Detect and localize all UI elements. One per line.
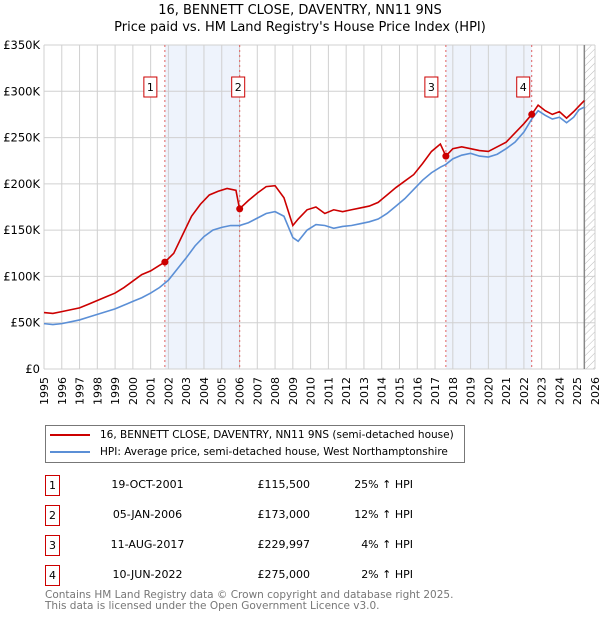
x-tick-label: 2005 [216,377,229,405]
x-tick-label: 2009 [287,377,300,405]
sale-point [161,258,169,266]
sale-marker: 2 [45,505,60,526]
x-tick-label: 2014 [376,377,389,405]
legend-item-property: 16, BENNETT CLOSE, DAVENTRY, NN11 9NS (s… [50,427,454,443]
x-tick-label: 2008 [269,377,282,405]
x-tick-label: 1995 [38,377,51,405]
property-line [43,99,585,315]
sale-date: 11-AUG-2017 [110,538,185,551]
legend-swatch-red [50,434,90,436]
sale-marker: 3 [45,535,60,556]
chart-subtitle: Price paid vs. HM Land Registry's House … [114,20,486,35]
sale-marker: 1 [45,475,60,496]
x-tick-label: 2012 [340,377,353,405]
sale-row: 1 19-OCT-2001 £115,500 25% ↑ HPI [45,475,445,496]
x-tick-label: 2026 [589,377,600,405]
x-tick-label: 1998 [91,377,104,405]
sale-point [236,205,244,213]
legend-swatch-blue [50,451,90,453]
sale-hpi-diff: 2% ↑ HPI [361,568,413,581]
x-tick-label: 2021 [500,377,513,405]
sale-marker-label: 3 [428,81,435,94]
y-tick-label: £150K [3,223,40,237]
price-chart: 1995 1996 1997 1998 1999 2000 2001 2002 2003 2004… [3,38,600,405]
x-tick-label: 2006 [234,377,247,405]
legend-label: 16, BENNETT CLOSE, DAVENTRY, NN11 9NS (s… [100,429,454,441]
x-tick-label: 1999 [109,377,122,405]
chart-title: 16, BENNETT CLOSE, DAVENTRY, NN11 9NS [158,3,442,18]
y-tick-label: £350K [3,38,40,52]
legend-label: HPI: Average price, semi-detached house,… [100,446,448,458]
sale-point [528,110,536,118]
sale-date: 10-JUN-2022 [112,568,183,581]
sale-date: 19-OCT-2001 [111,478,184,491]
sale-row: 4 10-JUN-2022 £275,000 2% ↑ HPI [45,565,445,586]
y-tick-label: £50K [11,316,41,330]
footer: Contains HM Land Registry data © Crown c… [45,590,453,612]
sale-marker-label: 2 [235,81,242,94]
x-tick-label: 2022 [518,377,531,405]
footer-line: This data is licensed under the Open Gov… [45,600,380,612]
sale-row: 2 05-JAN-2006 £173,000 12% ↑ HPI [45,505,445,526]
x-tick-label: 2007 [251,377,264,405]
legend: 16, BENNETT CLOSE, DAVENTRY, NN11 9NS (s… [45,425,465,463]
forecast-hatch [584,45,595,369]
legend-item-hpi: HPI: Average price, semi-detached house,… [50,444,448,460]
shaded-range [164,45,240,369]
sale-price: £115,500 [257,478,311,491]
x-tick-label: 2011 [322,377,335,405]
x-tick-label: 2001 [145,377,158,405]
sale-marker-box [231,76,246,98]
x-tick-label: 2023 [536,377,549,405]
x-tick-label: 2000 [127,377,140,405]
sale-price: £275,000 [257,568,311,581]
x-tick-label: 2020 [482,377,495,405]
sale-marker-box [516,76,531,98]
y-tick-label: £250K [3,131,40,145]
x-tick-label: 2015 [393,377,406,405]
x-tick-label: 1996 [56,377,69,405]
x-tick-label: 2025 [571,377,584,405]
sale-hpi-diff: 25% ↑ HPI [354,478,413,491]
sale-price: £173,000 [257,508,311,521]
y-tick-label: £0 [25,362,40,376]
sale-marker-box [143,76,158,98]
sale-hpi-diff: 12% ↑ HPI [354,508,413,521]
x-tick-label: 2016 [411,377,424,405]
sale-row: 3 11-AUG-2017 £229,997 4% ↑ HPI [45,535,445,556]
sale-marker-box [424,76,439,98]
sale-marker: 4 [45,565,60,586]
x-tick-label: 2019 [465,377,478,405]
x-tick-label: 2017 [429,377,442,405]
sale-hpi-diff: 4% ↑ HPI [361,538,413,551]
x-tick-label: 2018 [447,377,460,405]
sale-price: £229,997 [257,538,311,551]
x-tick-label: 2013 [358,377,371,405]
y-tick-label: £300K [3,84,40,98]
footer-line: Contains HM Land Registry data © Crown c… [45,589,454,601]
y-tick-label: £100K [3,269,40,283]
x-tick-label: 2024 [553,377,566,405]
x-tick-label: 2003 [180,377,193,405]
hpi-line [43,106,585,326]
sale-point [442,152,450,160]
x-tick-label: 1997 [74,377,87,405]
x-tick-label: 2010 [305,377,318,405]
sale-date: 05-JAN-2006 [112,508,183,521]
sale-marker-label: 1 [147,81,154,94]
x-tick-label: 2002 [162,377,175,405]
y-tick-label: £200K [3,177,40,191]
x-tick-label: 2004 [198,377,211,405]
sale-marker-label: 4 [520,81,527,94]
